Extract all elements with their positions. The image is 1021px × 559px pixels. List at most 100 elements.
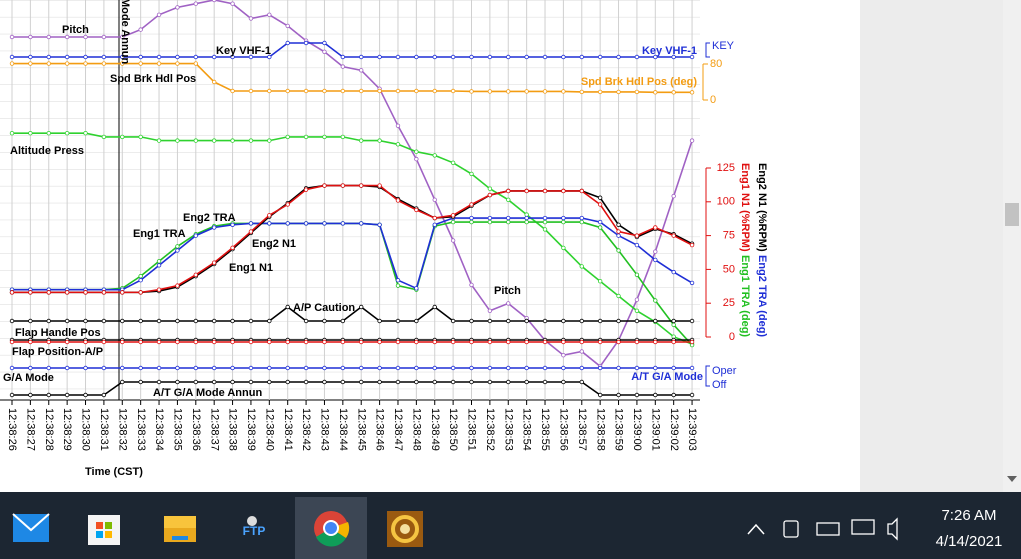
tray-meet[interactable] [783, 520, 799, 538]
data-point [487, 379, 493, 385]
data-point [248, 138, 254, 143]
data-point [524, 54, 529, 60]
data-point [285, 304, 290, 310]
data-point [414, 149, 419, 154]
axis-label: Eng2 N1 (%RPM) [756, 163, 768, 252]
data-point [322, 134, 327, 140]
data-point [487, 54, 493, 60]
data-point [524, 219, 529, 225]
data-point [267, 213, 272, 218]
data-point [193, 61, 198, 66]
x-tick-label: 12:38:45 [355, 408, 367, 451]
data-point [211, 379, 217, 385]
data-point [101, 318, 107, 324]
data-point [211, 365, 217, 371]
data-point [653, 339, 658, 345]
series-label: Key VHF-1 [216, 45, 271, 57]
data-point [579, 188, 584, 194]
series-label: Flap Position-A/P [12, 346, 103, 358]
data-point [506, 318, 511, 324]
data-point [579, 365, 584, 371]
data-point [579, 349, 584, 354]
mail-icon[interactable] [12, 513, 50, 542]
data-point [322, 183, 327, 188]
data-point [487, 215, 493, 221]
axis-label: Eng2 TRA (deg) [756, 255, 768, 337]
data-point [542, 215, 548, 221]
data-point [524, 188, 529, 194]
data-point [671, 269, 676, 275]
data-point [83, 290, 88, 295]
series-line [12, 184, 693, 294]
data-point [432, 54, 437, 60]
data-point [340, 221, 346, 226]
data-point [653, 249, 658, 254]
data-point [579, 54, 584, 60]
data-point [579, 339, 584, 345]
data-point [156, 365, 162, 371]
data-point [359, 68, 364, 73]
data-point [597, 89, 603, 95]
app-icon[interactable] [387, 511, 423, 547]
data-point [597, 219, 603, 225]
data-point [101, 392, 107, 398]
data-point [414, 207, 419, 213]
chrome-icon[interactable] [314, 511, 350, 547]
series-label: Flap Handle Pos [15, 327, 101, 339]
x-tick-label: 12:39:00 [631, 408, 643, 451]
data-point [450, 160, 456, 165]
data-point [689, 242, 695, 248]
data-point [9, 290, 15, 295]
explorer-icon[interactable] [164, 516, 196, 542]
data-point [671, 339, 676, 345]
data-point [597, 365, 603, 371]
x-tick-label: 12:38:47 [392, 408, 404, 451]
x-tick-label: 12:38:56 [557, 408, 569, 451]
tray-battery[interactable] [816, 522, 840, 536]
data-point [285, 202, 290, 207]
x-tick-label: 12:38:31 [98, 408, 110, 451]
scrollbar[interactable] [1003, 0, 1021, 492]
x-tick-label: 12:38:43 [319, 408, 331, 451]
data-point [211, 339, 217, 345]
data-point [597, 202, 603, 207]
data-point [597, 195, 603, 200]
data-point [64, 339, 70, 345]
data-point [432, 88, 437, 94]
data-point [285, 339, 290, 345]
data-point [469, 215, 474, 221]
tray-chevron[interactable] [747, 523, 765, 535]
data-point [561, 339, 566, 345]
data-point [230, 245, 235, 250]
scroll-thumb[interactable] [1005, 203, 1019, 226]
data-point [156, 61, 162, 66]
data-point [340, 379, 346, 385]
data-point [469, 365, 474, 371]
x-tick-label: 12:38:53 [502, 408, 514, 451]
data-point [193, 272, 198, 278]
data-point [248, 365, 254, 371]
store-icon[interactable] [88, 515, 120, 545]
data-point [340, 64, 346, 69]
data-point [138, 61, 143, 66]
data-point [156, 138, 162, 143]
series-line [12, 381, 693, 396]
ftp-icon[interactable]: FTP [243, 516, 266, 538]
clock-time[interactable]: 7:26 AM [941, 507, 996, 524]
data-point [395, 198, 401, 203]
data-point [634, 308, 640, 313]
data-point [211, 225, 217, 230]
data-point [414, 286, 419, 291]
tray-volume[interactable] [887, 517, 898, 541]
data-point [579, 219, 584, 225]
data-point [395, 379, 401, 385]
data-point [561, 89, 566, 94]
data-point [193, 1, 198, 6]
data-point [450, 365, 456, 371]
data-point [414, 339, 419, 345]
series-label: A/P Caution [293, 302, 355, 314]
clock-date[interactable]: 4/14/2021 [936, 533, 1003, 550]
data-point [395, 278, 401, 283]
scroll-down[interactable] [1007, 476, 1017, 482]
tray-network[interactable] [851, 519, 875, 535]
